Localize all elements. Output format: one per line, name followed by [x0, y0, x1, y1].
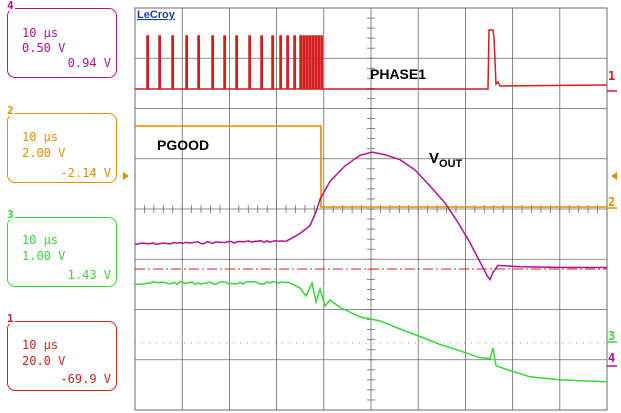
channel-3-volts-div: 1.00 V [22, 249, 66, 263]
traces [134, 29, 608, 383]
left-trigger-arrow[interactable] [123, 172, 129, 180]
vout-trace [134, 151, 608, 282]
right-trigger-arrow[interactable] [611, 172, 617, 180]
brand-logo: LeCroy [137, 9, 176, 21]
channel-1-timebase: 10 µs [22, 338, 59, 352]
channel-1-info[interactable]: 1 10 µs 20.0 V -69.9 V [6, 313, 117, 391]
channel-4-volts-div: 0.50 V [22, 41, 66, 55]
vout-label: VOUT [429, 150, 463, 170]
ch2-marker: 2 [608, 195, 615, 209]
channel-3-timebase: 10 µs [22, 233, 59, 247]
ch3-trace [134, 280, 608, 383]
channel-3-info[interactable]: 3 10 µs 1.00 V 1.43 V [6, 209, 117, 287]
channel-2-timebase: 10 µs [22, 130, 59, 144]
vout-label-sub: OUT [439, 158, 463, 170]
channel-4-timebase: 10 µs [22, 26, 59, 40]
ch1-marker: 1 [608, 69, 615, 83]
channel-3-offset: 1.43 V [67, 268, 111, 282]
ch4-marker: 4 [608, 351, 615, 365]
channel-4-number: 4 [6, 0, 15, 12]
channel-3-number: 3 [6, 208, 15, 221]
ch3-marker: 3 [608, 329, 615, 343]
pgood-label: PGOOD [157, 137, 209, 153]
channel-4-offset: 0.94 V [67, 56, 111, 70]
phase1-label: PHASE1 [370, 66, 426, 82]
channel-1-volts-div: 20.0 V [22, 354, 66, 368]
channel-2-info[interactable]: 2 10 µs 2.00 V -2.14 V [6, 105, 117, 183]
channel-1-number: 1 [6, 312, 15, 325]
channel-2-volts-div: 2.00 V [22, 146, 66, 160]
pgood-trace [135, 125, 607, 208]
phase1-trace [135, 29, 608, 90]
channel-2-offset: -2.14 V [60, 166, 111, 180]
channel-2-number: 2 [6, 104, 15, 117]
channel-4-info[interactable]: 4 10 µs 0.50 V 0.94 V [6, 0, 117, 78]
channel-1-offset: -69.9 V [60, 372, 111, 386]
vout-label-main: V [429, 150, 439, 167]
